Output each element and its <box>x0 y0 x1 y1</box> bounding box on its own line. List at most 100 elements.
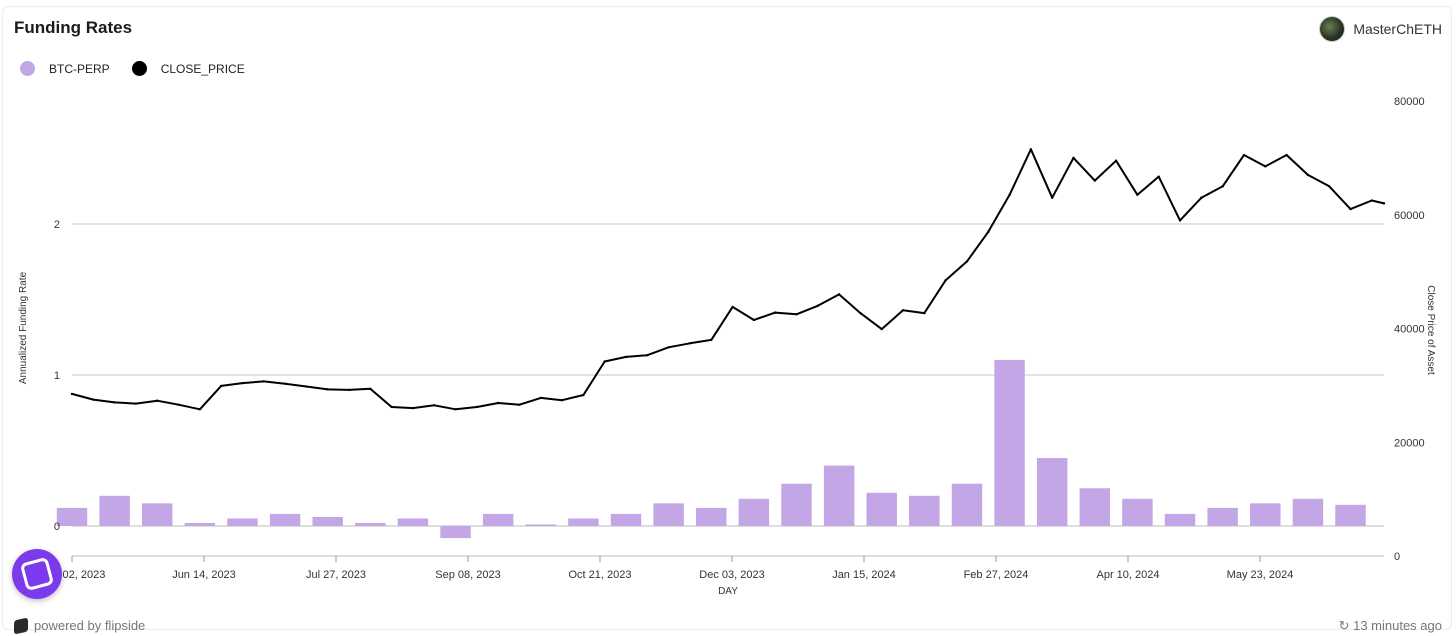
close-price-point <box>347 388 351 392</box>
close-price-point <box>1029 148 1033 151</box>
close-price-point <box>433 404 436 407</box>
funding-bar <box>440 526 471 539</box>
funding-bar <box>823 465 855 526</box>
avatar[interactable] <box>1319 16 1346 42</box>
left-tick-label: 1 <box>54 370 60 382</box>
close-price-point <box>326 388 329 391</box>
refresh-icon: ↻ <box>1338 618 1350 633</box>
user-profile[interactable]: MasterChETH <box>1319 16 1442 42</box>
chart-title: Funding Rates <box>14 18 133 37</box>
close-price-point <box>177 403 180 406</box>
legend-item-close-price[interactable]: CLOSE_PRICE <box>131 61 245 76</box>
funding-bar <box>653 503 684 526</box>
funding-bar <box>56 507 88 526</box>
close-price-point <box>1178 219 1182 222</box>
funding-bar <box>781 483 812 526</box>
footer-powered-by[interactable]: powered by flipside <box>14 617 146 634</box>
funding-bar <box>951 483 983 526</box>
close-price-point <box>1157 175 1160 178</box>
close-price-point <box>1093 179 1097 182</box>
right-tick-label: 20000 <box>1394 437 1425 449</box>
close-price-point <box>411 406 415 410</box>
funding-bar <box>397 518 429 526</box>
x-tick-label: Dec 03, 2023 <box>699 569 764 581</box>
close-price-point <box>283 382 287 385</box>
close-price-point <box>1072 156 1075 160</box>
flipside-button[interactable] <box>12 549 62 599</box>
close-price-line-group <box>70 148 1386 411</box>
close-price-point <box>1221 185 1224 188</box>
right-y-axis: 0 20000 40000 60000 80000 <box>1394 96 1425 563</box>
funding-bar <box>312 516 343 526</box>
left-y-axis: 0 1 2 <box>54 219 60 533</box>
close-price-point <box>965 260 969 263</box>
close-price-point <box>773 311 777 314</box>
funding-bar <box>525 524 557 526</box>
legend-item-btc-perp[interactable]: BTC-PERP <box>20 61 110 76</box>
x-tick-label: Jun 14, 2023 <box>172 569 236 581</box>
right-tick-label: 40000 <box>1394 324 1425 336</box>
close-price-point <box>113 401 116 404</box>
close-price-point <box>305 385 308 388</box>
funding-bar <box>1250 503 1281 526</box>
legend-swatch-close-price <box>131 61 147 76</box>
funding-bar <box>355 522 386 526</box>
close-price-point <box>710 338 713 342</box>
close-price-point <box>923 311 926 315</box>
x-tick-label: Sep 08, 2023 <box>435 569 500 581</box>
close-price-point <box>475 405 479 409</box>
close-price-point <box>369 387 372 390</box>
close-price-point <box>688 342 692 345</box>
close-price-point <box>987 230 990 234</box>
close-price-point <box>92 398 95 401</box>
last-updated-text: 13 minutes ago <box>1353 618 1442 633</box>
grid-lines <box>72 223 1384 557</box>
flipside-icon <box>14 617 28 634</box>
funding-bar <box>568 518 599 526</box>
funding-bar <box>994 359 1025 526</box>
close-price-point <box>156 399 159 402</box>
close-price-point <box>1200 196 1203 199</box>
x-tick-label: May 23, 2024 <box>1227 569 1294 581</box>
close-price-point <box>1008 193 1011 197</box>
close-price-point <box>262 380 265 383</box>
x-tick-label: Feb 27, 2024 <box>964 569 1029 581</box>
close-price-point <box>795 313 798 316</box>
close-price-point <box>880 327 883 331</box>
username[interactable]: MasterChETH <box>1353 21 1442 37</box>
close-price-point <box>603 360 606 363</box>
funding-bar <box>1207 507 1238 526</box>
x-tick-label: Oct 21, 2023 <box>569 569 632 581</box>
funding-bar <box>696 507 727 526</box>
close-price-point <box>944 278 947 282</box>
close-price-point <box>816 304 820 307</box>
funding-bar <box>99 495 130 526</box>
funding-bar <box>184 522 216 526</box>
close-price-point <box>1264 165 1267 168</box>
powered-by-text[interactable]: powered by flipside <box>34 618 146 633</box>
close-price-point <box>646 354 649 357</box>
funding-bar <box>1036 458 1068 526</box>
funding-bar <box>738 498 770 526</box>
close-price-point <box>901 309 905 312</box>
close-price-point <box>219 384 223 388</box>
right-tick-label: 80000 <box>1394 96 1425 108</box>
close-price-point <box>1349 207 1352 211</box>
funding-bar <box>269 513 301 526</box>
close-price-point <box>1242 153 1246 157</box>
flipside-logo-icon <box>19 556 55 592</box>
legend-swatch-btc-perp <box>20 61 35 76</box>
close-price-point <box>582 393 585 397</box>
close-price-point <box>1370 199 1374 202</box>
left-axis-title: Annualized Funding Rate <box>18 271 29 384</box>
close-price-point <box>454 408 457 411</box>
funding-rate-bars <box>56 359 1366 539</box>
funding-bar <box>1122 498 1153 526</box>
legend: BTC-PERP CLOSE_PRICE <box>20 61 245 76</box>
funding-bar <box>227 518 258 526</box>
close-price-point <box>1306 173 1310 177</box>
x-tick-label: Jan 15, 2024 <box>832 569 896 581</box>
left-tick-label: 0 <box>54 521 60 533</box>
x-axis: May 02, 2023 Jun 14, 2023 Jul 27, 2023 Sep … <box>39 556 1294 581</box>
